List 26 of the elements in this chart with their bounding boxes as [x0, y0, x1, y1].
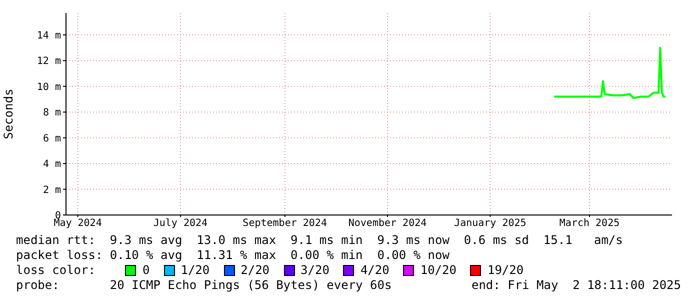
y-tick-label: 4 m [42, 159, 61, 170]
legend-label: 3/20 [300, 263, 330, 278]
y-tick-label: 10 m [36, 82, 61, 93]
y-tick-label: 12 m [36, 56, 61, 68]
text: median rtt: 9.3 ms avg 13.0 ms max 9.1 ms min 9.3 ms now 0.6 ms sd 15.1 am/s [16, 233, 624, 248]
text: packet loss: 0.10 % avg 11.31 % max 0.00 % min 0.00 % now [16, 248, 450, 263]
x-tick-label: March 2025 [559, 218, 620, 230]
y-axis-title: Seconds [1, 88, 16, 140]
legend-title: loss color: [16, 263, 96, 278]
x-tick-label: January 2025 [454, 218, 526, 230]
legend-label: 19/20 [487, 263, 524, 278]
legend-label: 2/20 [240, 263, 270, 278]
x-tick-label: September 2024 [242, 218, 327, 230]
text: end: Fri May 2 18:11:00 2025 [471, 278, 681, 293]
y-tick-label: 14 m [36, 30, 61, 42]
legend-label: 0 [142, 263, 150, 278]
y-tick-label: 2 m [42, 184, 61, 196]
y-tick-label: 6 m [42, 133, 61, 144]
line-series [553, 46, 666, 99]
text: probe: 20 ICMP Echo Pings (56 Bytes) every 60s [16, 278, 392, 293]
legend-label: 4/20 [360, 263, 390, 278]
legend-label: 1/20 [180, 263, 210, 278]
legend-label: 10/20 [420, 263, 456, 278]
x-tick-label: November 2024 [348, 218, 427, 230]
x-tick-label: July 2024 [153, 218, 208, 230]
y-tick-label: 8 m [42, 108, 61, 119]
